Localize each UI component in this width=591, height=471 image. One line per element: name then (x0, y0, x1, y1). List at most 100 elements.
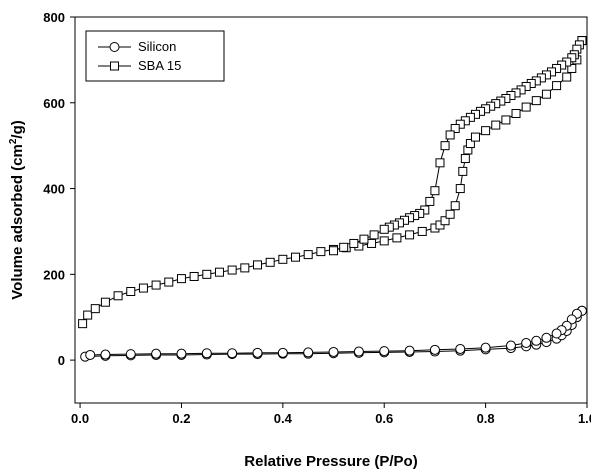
sba-15-desorption-point (435, 158, 445, 168)
sba-15-desorption-point (329, 246, 339, 256)
sba-15-desorption-point (339, 242, 349, 252)
silicon-desorption-point (85, 349, 96, 360)
legend-silicon-label: Silicon (138, 39, 176, 54)
silicon-desorption-point (277, 347, 288, 358)
sba-15-adsorption-point (465, 139, 475, 149)
sba-15-adsorption-point (202, 269, 212, 279)
sba-15-adsorption-point (405, 230, 415, 240)
sba-15-desorption-point (430, 186, 440, 196)
silicon-desorption-point (125, 349, 136, 360)
sba-15-adsorption-point (100, 297, 110, 307)
sba-15-adsorption-point (460, 154, 470, 164)
legend-silicon-marker (109, 42, 120, 52)
sba-15-desorption-point (450, 124, 460, 134)
sba-15-adsorption-line (82, 40, 583, 324)
legend: Silicon SBA 15 (85, 30, 225, 82)
x-tick-label: 0.4 (274, 411, 293, 426)
silicon-desorption-point (429, 344, 440, 355)
sba-15-adsorption-point (392, 233, 402, 243)
sba-15-adsorption-point (458, 166, 468, 176)
sba-15-adsorption-point (303, 250, 313, 260)
silicon-desorption-point (566, 314, 577, 325)
sba-15-adsorption-point (113, 291, 123, 301)
silicon-desorption-point (201, 348, 212, 359)
sba-15-adsorption-point (164, 277, 174, 287)
sba-15-desorption-point (440, 141, 450, 151)
sba-15-desorption-point (349, 238, 359, 248)
sba-15-adsorption-point (227, 265, 237, 275)
y-tick-label: 600 (43, 96, 65, 111)
sba-15-adsorption-point (450, 201, 460, 211)
sba-15-adsorption-point (491, 120, 501, 130)
silicon-desorption-point (521, 337, 532, 348)
y-axis-title: Volume adsorbed (cm2/g) (8, 120, 26, 299)
silicon-desorption-point (303, 347, 314, 358)
silicon-desorption-point (353, 346, 364, 357)
sba-15-adsorption-point (83, 310, 93, 320)
sba-15-adsorption-point (291, 252, 301, 262)
sba-15-desorption-point (425, 196, 435, 206)
sba-15-desorption-point (379, 224, 389, 234)
legend-sba15-marker (110, 61, 119, 71)
sba-15-adsorption-point (189, 271, 199, 281)
silicon-desorption-point (151, 348, 162, 359)
x-tick-label: 0.6 (375, 411, 393, 426)
sba-15-adsorption-point (214, 267, 224, 277)
y-tick-label: 200 (43, 267, 65, 282)
y-axis-title-tail: /g) (9, 120, 26, 138)
y-tick-label: 0 (58, 353, 65, 368)
sba-15-adsorption-point (176, 274, 186, 284)
y-tick-label: 800 (43, 10, 65, 25)
silicon-desorption-point (404, 345, 415, 356)
sba-15-desorption-point (445, 130, 455, 140)
sba-15-adsorption-point (379, 236, 389, 246)
silicon-desorption-point (252, 347, 263, 358)
x-tick-label: 1.0 (578, 411, 591, 426)
y-axis-title-main: Volume adsorbed (cm (9, 144, 26, 300)
sba-15-adsorption-point (455, 184, 465, 194)
sba-15-desorption-point (369, 230, 379, 240)
silicon-desorption-point (531, 335, 542, 346)
silicon-desorption-point (480, 342, 491, 353)
sba-15-adsorption-point (126, 286, 136, 296)
x-tick-label: 0.8 (477, 411, 495, 426)
legend-box (85, 30, 225, 82)
plot-frame (74, 16, 588, 404)
silicon-desorption-point (505, 340, 516, 351)
silicon-desorption-point (227, 348, 238, 359)
sba-15-adsorption-point (367, 238, 377, 248)
axes: 0.0 0.2 0.4 0.6 0.8 1.0 0 200 400 600 800 (43, 10, 591, 426)
sba-15-desorption-point (359, 234, 369, 244)
sba-15-adsorption-point (521, 102, 531, 112)
sba-15-adsorption-point (138, 283, 148, 293)
silicon-desorption-point (455, 343, 466, 354)
silicon-desorption-point (541, 332, 552, 343)
silicon-desorption-point (176, 348, 187, 359)
sba-15-adsorption-point (445, 209, 455, 219)
sba-15-adsorption-point (511, 109, 521, 118)
sba-15-adsorption-point (78, 319, 88, 329)
sba-15-adsorption-point (552, 81, 562, 91)
x-tick-label: 0.0 (71, 411, 89, 426)
legend-sba15-label: SBA 15 (138, 58, 181, 73)
sba-15-adsorption-point (417, 226, 427, 236)
sba-15-adsorption-point (481, 126, 491, 136)
silicon-desorption-point (328, 346, 339, 357)
sba-15-adsorption-point (440, 216, 450, 226)
sba-15-adsorption-point (541, 89, 551, 99)
sba-15-adsorption-point (531, 96, 541, 106)
y-axis-title-superscript: 2 (8, 138, 19, 144)
sba-15-adsorption-point (90, 304, 100, 314)
x-tick-label: 0.2 (172, 411, 190, 426)
silicon-desorption-point (100, 349, 111, 360)
silicon-desorption-point (551, 328, 562, 339)
sba-15-adsorption-point (278, 254, 288, 264)
x-axis-title: Relative Pressure (P/Po) (244, 453, 417, 470)
silicon-desorption-point (379, 346, 390, 357)
sba-15-adsorption-point (151, 280, 161, 290)
sba-15-adsorption-point (252, 260, 262, 270)
sba-15-adsorption-point (501, 115, 511, 125)
sba-15-adsorption-point (316, 247, 326, 257)
sba-15-adsorption-point (265, 257, 275, 267)
